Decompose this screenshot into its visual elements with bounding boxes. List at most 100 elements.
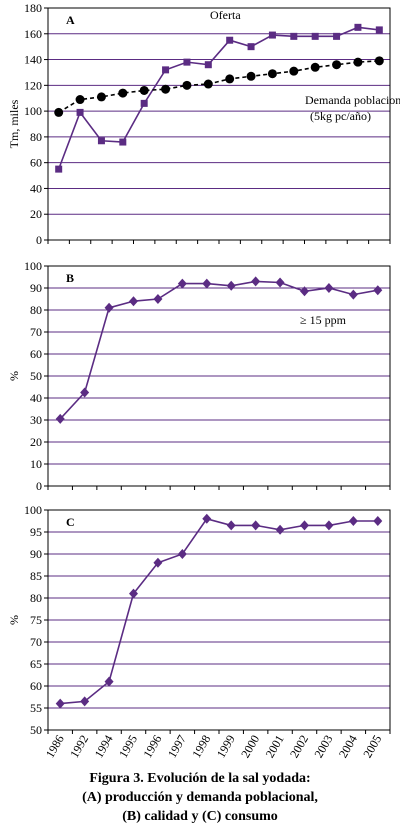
y-tick-label: 160	[24, 27, 42, 41]
marker	[140, 99, 148, 107]
annotation: ≥ 15 ppm	[300, 313, 347, 327]
panel-label: A	[66, 13, 75, 27]
marker	[226, 520, 236, 531]
y-axis-label: Tm, miles	[7, 99, 21, 148]
marker	[104, 302, 114, 313]
y-tick-label: 40	[30, 181, 42, 195]
marker	[119, 138, 127, 146]
y-tick-label: 40	[30, 391, 42, 405]
x-tick-label: 2002	[287, 733, 311, 761]
marker	[153, 294, 163, 304]
y-tick-label: 65	[30, 657, 42, 671]
panel-label: C	[66, 515, 75, 529]
marker	[204, 61, 212, 69]
marker	[177, 549, 187, 559]
marker	[354, 23, 362, 31]
marker	[80, 387, 90, 398]
marker	[54, 107, 64, 117]
marker	[139, 85, 149, 95]
marker	[247, 43, 255, 51]
annotation: (5kg pc/año)	[310, 109, 371, 123]
marker	[246, 71, 256, 81]
marker	[76, 108, 84, 116]
marker	[275, 524, 285, 535]
y-axis-label: %	[7, 615, 21, 625]
plot-frame	[47, 7, 391, 241]
y-tick-label: 60	[30, 347, 42, 361]
y-tick-label: 90	[30, 547, 42, 561]
marker	[374, 56, 384, 66]
marker	[203, 79, 213, 89]
marker	[129, 588, 138, 599]
y-tick-label: 140	[24, 53, 42, 67]
marker	[373, 516, 383, 526]
caption-line: (B) calidad y (C) consumo	[122, 809, 278, 824]
y-tick-label: 20	[30, 435, 42, 449]
y-axis-label: %	[7, 371, 21, 381]
marker	[251, 520, 261, 531]
y-tick-label: 85	[30, 569, 42, 583]
y-tick-label: 100	[24, 259, 42, 273]
y-tick-label: 100	[24, 104, 42, 118]
series-label: Demanda poblacional	[305, 93, 400, 107]
marker	[324, 520, 334, 531]
marker	[202, 278, 212, 289]
marker	[162, 66, 170, 74]
marker	[373, 285, 383, 296]
marker	[333, 32, 341, 40]
marker	[348, 289, 358, 300]
y-tick-label: 80	[30, 130, 42, 144]
y-tick-label: 70	[30, 325, 42, 339]
y-tick-label: 120	[24, 78, 42, 92]
marker	[97, 137, 105, 145]
series-line	[58, 60, 380, 114]
marker	[268, 31, 276, 39]
marker	[177, 278, 187, 289]
marker	[310, 62, 320, 72]
x-tick-label: 2000	[238, 733, 262, 761]
marker	[80, 696, 90, 707]
y-tick-label: 20	[30, 207, 42, 221]
caption-line: (A) producción y demanda poblacional,	[82, 790, 318, 805]
series-line	[59, 280, 378, 420]
marker	[300, 520, 309, 531]
x-tick-label: 1986	[43, 733, 67, 761]
marker	[348, 516, 358, 526]
x-tick-label: 2004	[336, 733, 360, 761]
marker	[290, 32, 298, 40]
marker	[96, 92, 106, 102]
x-tick-label: 1996	[140, 733, 164, 761]
series-line	[60, 517, 378, 705]
marker	[226, 36, 234, 44]
y-tick-label: 180	[24, 1, 42, 15]
x-tick-label: 2001	[263, 733, 287, 761]
series-line	[57, 26, 380, 170]
marker	[183, 58, 191, 66]
marker	[226, 280, 236, 291]
x-tick-label: 1997	[165, 733, 189, 761]
marker	[289, 66, 299, 76]
marker	[153, 557, 163, 568]
x-tick-label: 2003	[311, 733, 335, 761]
panel-label: B	[66, 271, 74, 285]
x-tick-label: 1992	[67, 733, 91, 761]
marker	[332, 60, 342, 70]
marker	[300, 286, 309, 297]
y-tick-label: 50	[30, 723, 42, 737]
caption-line: Figura 3. Evolución de la sal yodada:	[89, 771, 310, 786]
y-tick-label: 90	[30, 281, 42, 295]
y-tick-label: 80	[30, 303, 42, 317]
marker	[375, 26, 383, 34]
y-tick-label: 75	[30, 613, 42, 627]
series-label: Oferta	[210, 8, 241, 22]
y-tick-label: 100	[24, 503, 42, 517]
y-tick-label: 70	[30, 635, 42, 649]
y-tick-label: 60	[30, 679, 42, 693]
marker	[324, 283, 334, 293]
marker	[251, 276, 261, 287]
y-tick-label: 60	[30, 156, 42, 170]
x-tick-label: 1994	[92, 733, 116, 761]
marker	[118, 88, 128, 98]
